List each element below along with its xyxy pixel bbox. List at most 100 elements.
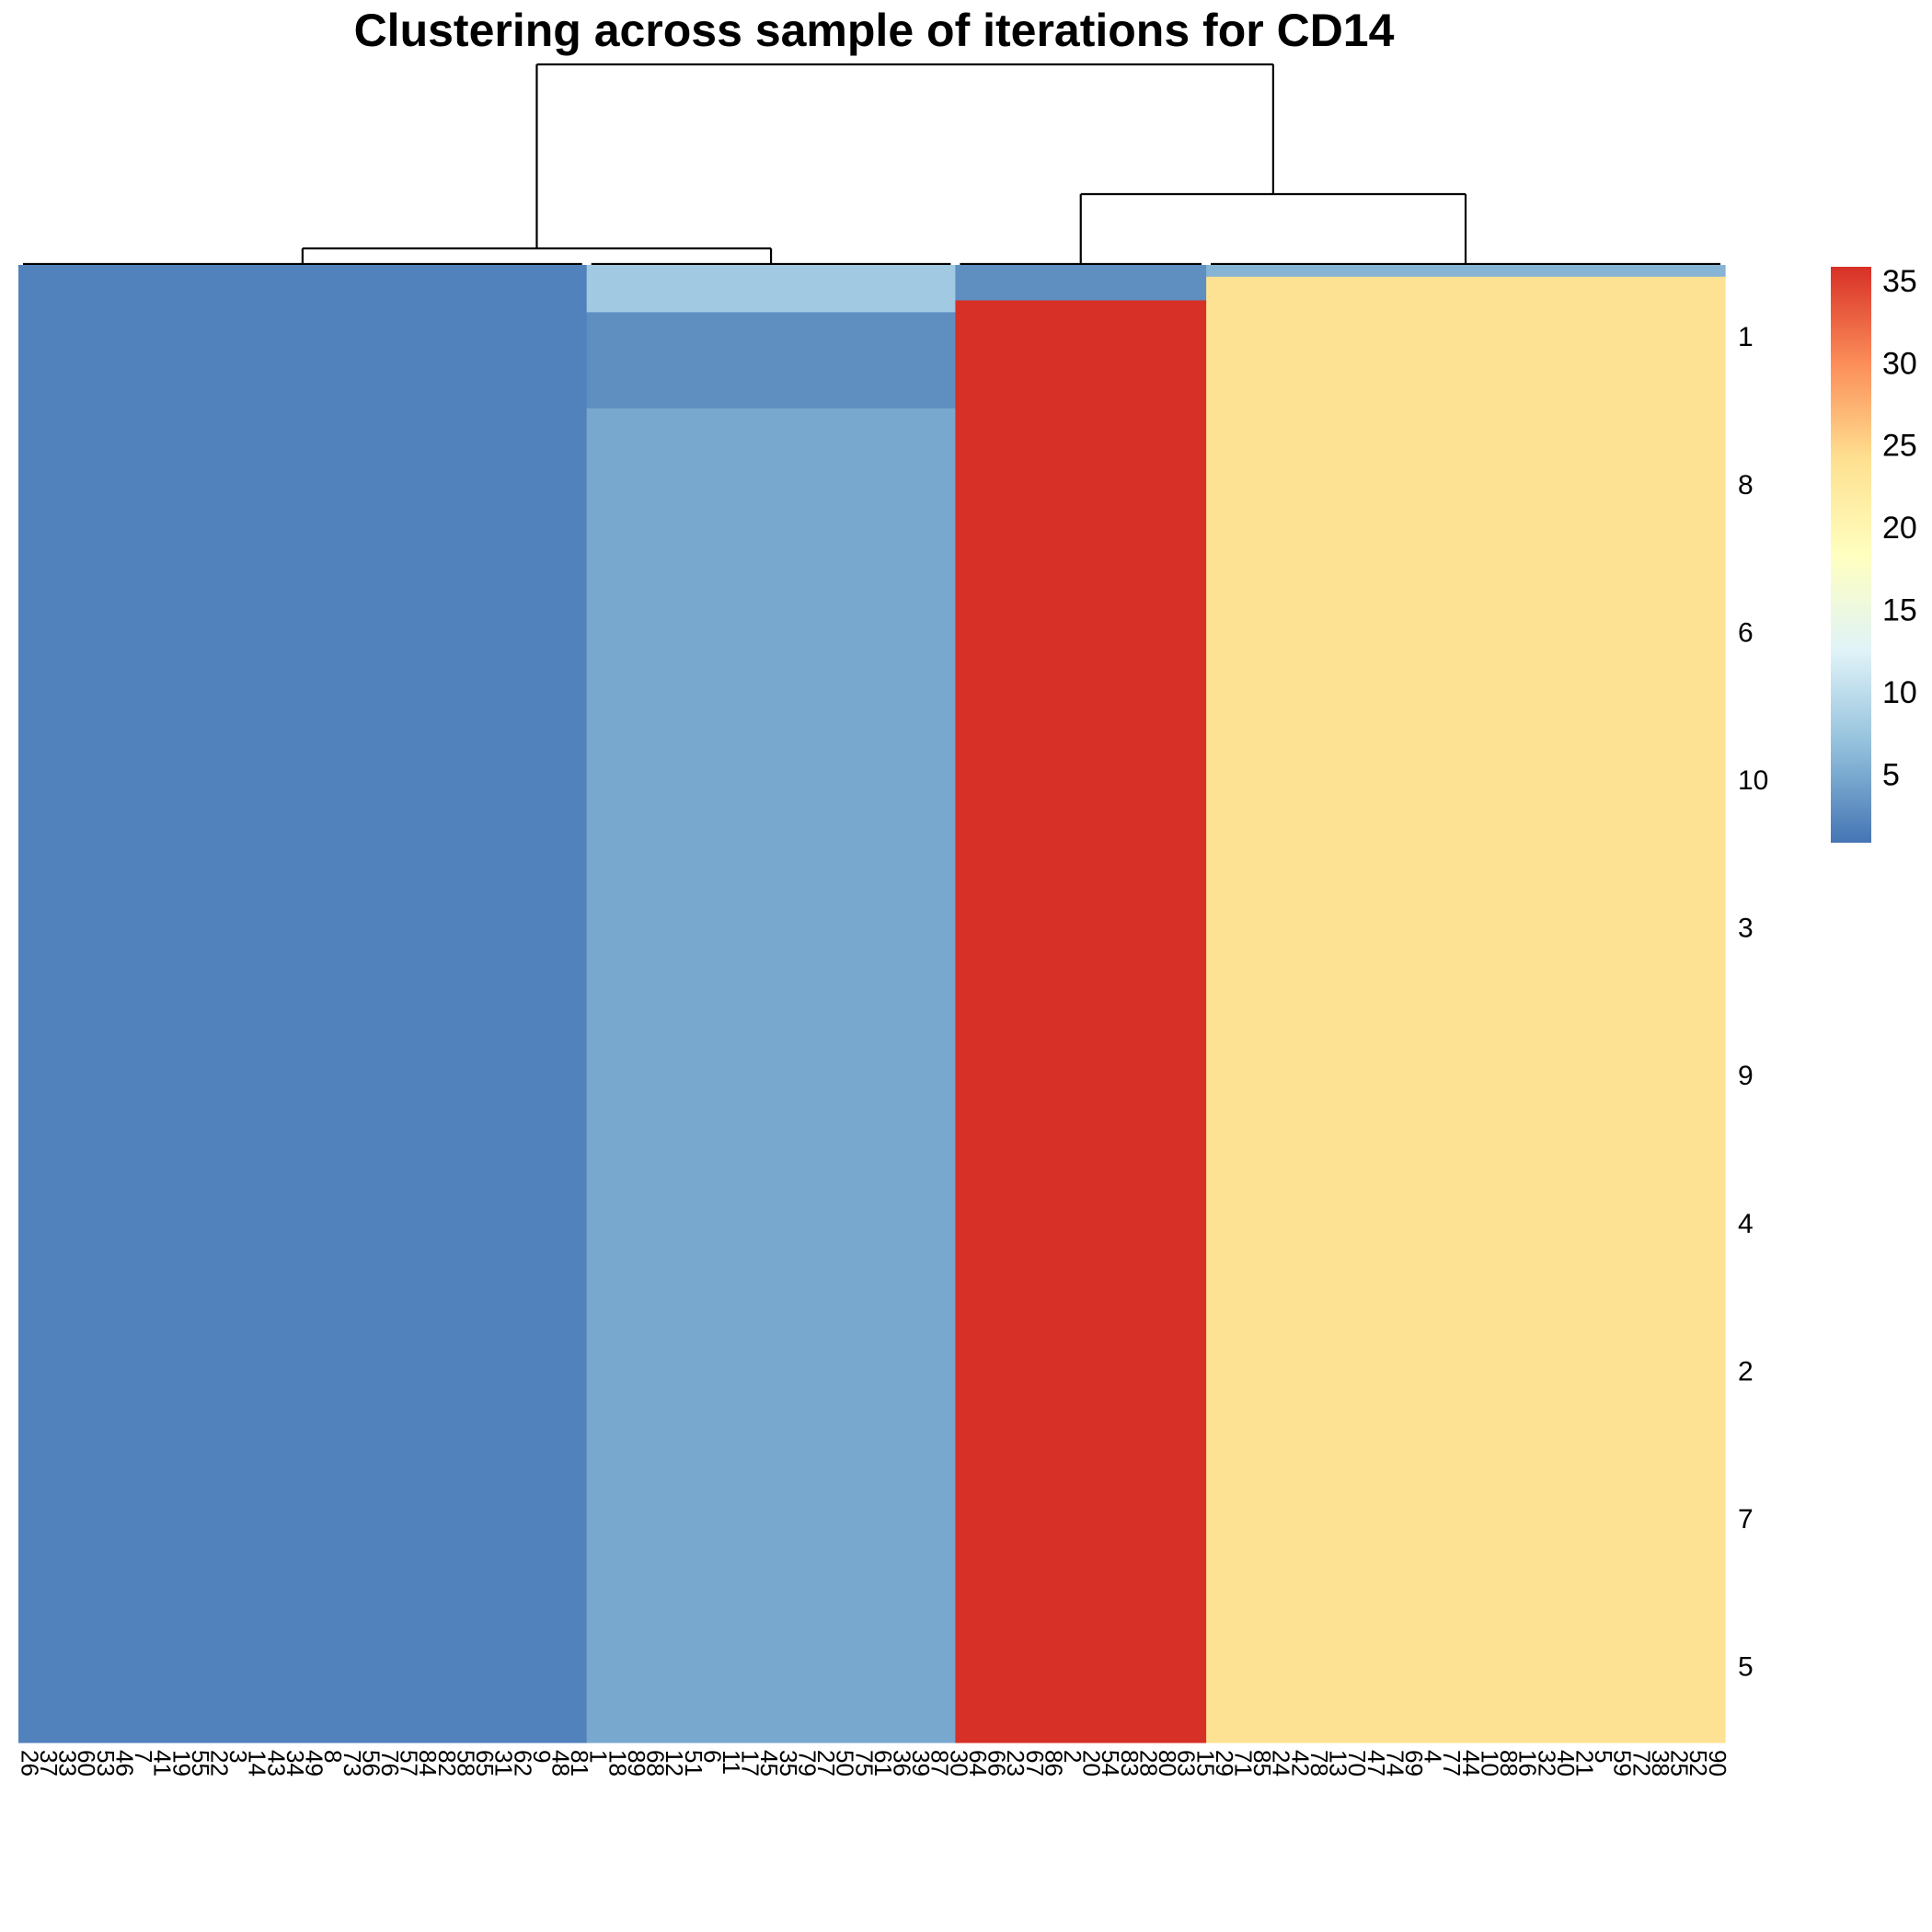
column-label: 72 bbox=[1627, 1750, 1655, 1777]
column-label: 44 bbox=[1457, 1750, 1485, 1777]
legend-tick-label: 25 bbox=[1882, 429, 1917, 464]
column-label: 19 bbox=[167, 1750, 195, 1777]
column-label: 68 bbox=[642, 1750, 670, 1777]
heatmap-cell-c1-s1 bbox=[18, 265, 588, 1743]
column-label: 45 bbox=[755, 1750, 783, 1777]
column-label: 26 bbox=[16, 1750, 43, 1777]
column-label: 15 bbox=[1191, 1750, 1219, 1777]
column-label: 8 bbox=[319, 1750, 347, 1763]
column-label: 20 bbox=[1078, 1750, 1106, 1777]
column-label: 28 bbox=[1135, 1750, 1163, 1777]
column-label: 54 bbox=[1097, 1750, 1124, 1777]
heatmap-cell-c2-s3 bbox=[586, 408, 956, 1743]
column-label: 17 bbox=[737, 1750, 765, 1777]
column-label: 64 bbox=[964, 1750, 992, 1777]
column-label: 53 bbox=[92, 1750, 120, 1777]
row-label: 5 bbox=[1738, 1652, 1754, 1683]
column-labels: 2637336053467411955223144334498735676578… bbox=[16, 1750, 1731, 1777]
column-label: 70 bbox=[1343, 1750, 1371, 1777]
column-label: 48 bbox=[547, 1750, 575, 1777]
column-label: 66 bbox=[983, 1750, 1011, 1777]
column-label: 90 bbox=[1704, 1750, 1731, 1777]
column-label: 51 bbox=[680, 1750, 707, 1777]
column-label: 67 bbox=[1021, 1750, 1049, 1777]
column-label: 83 bbox=[1116, 1750, 1144, 1777]
column-label: 42 bbox=[1286, 1750, 1314, 1777]
column-label: 57 bbox=[396, 1750, 423, 1777]
column-label: 24 bbox=[1268, 1750, 1295, 1777]
column-label: 73 bbox=[339, 1750, 366, 1777]
column-label: 7 bbox=[130, 1750, 157, 1763]
column-label: 34 bbox=[282, 1750, 309, 1777]
column-label: 22 bbox=[206, 1750, 234, 1777]
row-label: 3 bbox=[1738, 914, 1754, 944]
column-label: 79 bbox=[794, 1750, 822, 1777]
column-label: 47 bbox=[1363, 1750, 1390, 1777]
column-label: 38 bbox=[1647, 1750, 1674, 1777]
legend-tick-label: 15 bbox=[1882, 593, 1917, 628]
column-label: 16 bbox=[1514, 1750, 1542, 1777]
legend-color-bar bbox=[1831, 267, 1871, 843]
row-label: 4 bbox=[1738, 1209, 1754, 1239]
column-label: 62 bbox=[509, 1750, 536, 1777]
column-label: 69 bbox=[1400, 1750, 1428, 1777]
column-label: 3 bbox=[224, 1750, 252, 1763]
column-label: 49 bbox=[301, 1750, 328, 1777]
column-label: 37 bbox=[35, 1750, 63, 1777]
column-label: 33 bbox=[54, 1750, 82, 1777]
column-label: 40 bbox=[1552, 1750, 1580, 1777]
column-label: 89 bbox=[623, 1750, 650, 1777]
column-label: 43 bbox=[262, 1750, 290, 1777]
column-label: 25 bbox=[1666, 1750, 1694, 1777]
column-label: 55 bbox=[187, 1750, 214, 1777]
legend-tick-label: 30 bbox=[1882, 346, 1917, 381]
legend-tick-label: 5 bbox=[1882, 757, 1900, 792]
row-label: 2 bbox=[1738, 1356, 1754, 1386]
column-label: 32 bbox=[1533, 1750, 1560, 1777]
heatmap-cell-c4-s2 bbox=[1206, 276, 1726, 1743]
column-label: 27 bbox=[812, 1750, 840, 1777]
heatmap-cell-c2-s1 bbox=[586, 265, 956, 313]
column-label: 35 bbox=[775, 1750, 802, 1777]
column-label: 74 bbox=[1381, 1750, 1409, 1777]
column-label: 9 bbox=[528, 1750, 556, 1763]
column-label: 78 bbox=[1305, 1750, 1333, 1777]
heatmap-cell-c3-s1 bbox=[955, 265, 1207, 302]
row-label: 6 bbox=[1738, 617, 1754, 648]
column-label: 63 bbox=[1173, 1750, 1201, 1777]
column-label: 76 bbox=[376, 1750, 404, 1777]
row-label: 9 bbox=[1738, 1061, 1754, 1091]
column-label: 13 bbox=[1325, 1750, 1352, 1777]
column-label: 36 bbox=[889, 1750, 916, 1777]
legend-tick-label: 10 bbox=[1882, 675, 1917, 710]
column-label: 6 bbox=[698, 1750, 726, 1763]
chart-title: Clustering across sample of iterations f… bbox=[353, 5, 1395, 56]
row-label: 7 bbox=[1738, 1504, 1754, 1535]
row-label: 10 bbox=[1738, 765, 1768, 796]
heatmap-cell-c3-s2 bbox=[955, 300, 1207, 1743]
column-label: 58 bbox=[453, 1750, 480, 1777]
column-label: 82 bbox=[433, 1750, 461, 1777]
column-label: 81 bbox=[566, 1750, 593, 1777]
column-label: 31 bbox=[490, 1750, 518, 1777]
legend-tick-label: 20 bbox=[1882, 511, 1917, 546]
row-labels: 1 8 6 10 3 9 4 2 7 5 bbox=[1738, 322, 1768, 1682]
column-label: 84 bbox=[414, 1750, 442, 1777]
heatmap-cells bbox=[18, 265, 1726, 1743]
column-label: 88 bbox=[1495, 1750, 1523, 1777]
column-label: 60 bbox=[73, 1750, 100, 1777]
column-label: 1 bbox=[585, 1750, 613, 1763]
row-label: 8 bbox=[1738, 470, 1754, 500]
row-label: 1 bbox=[1738, 322, 1754, 352]
column-label: 61 bbox=[869, 1750, 897, 1777]
column-label: 21 bbox=[1571, 1750, 1599, 1777]
column-dendrogram bbox=[23, 63, 1720, 266]
column-label: 71 bbox=[1230, 1750, 1258, 1777]
column-label: 4 bbox=[1420, 1750, 1447, 1763]
column-label: 52 bbox=[1685, 1750, 1712, 1777]
column-label: 41 bbox=[149, 1750, 177, 1777]
column-label: 39 bbox=[907, 1750, 935, 1777]
column-label: 59 bbox=[1609, 1750, 1637, 1777]
column-label: 18 bbox=[604, 1750, 631, 1777]
column-label: 46 bbox=[111, 1750, 139, 1777]
